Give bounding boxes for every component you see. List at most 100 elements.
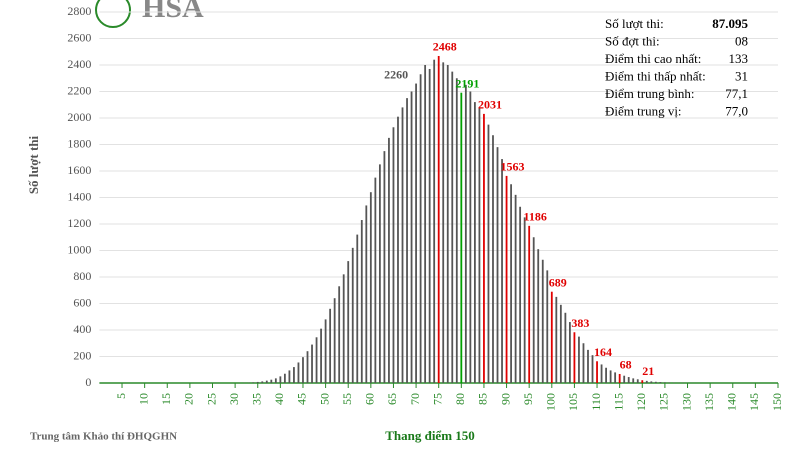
bar — [668, 382, 671, 383]
bar — [342, 274, 345, 383]
bar — [324, 319, 327, 383]
bar — [360, 220, 363, 383]
x-tick-label: 10 — [136, 393, 150, 405]
bar — [473, 102, 476, 383]
bar — [537, 249, 540, 383]
bar — [406, 98, 408, 383]
bar — [541, 259, 544, 383]
bar — [578, 336, 580, 383]
bar — [609, 370, 612, 383]
stat-value: 08 — [735, 33, 748, 48]
bar — [564, 312, 567, 383]
y-tick-label: 2400 — [67, 57, 91, 71]
bar — [600, 364, 603, 383]
stat-label: Điểm thi cao nhất: — [605, 51, 701, 66]
bar — [383, 151, 386, 383]
bar — [464, 84, 467, 383]
data-label: 68 — [620, 358, 632, 372]
bar — [302, 357, 304, 383]
y-tick-label: 2200 — [67, 83, 91, 97]
stat-value: 77,0 — [725, 103, 748, 118]
bar — [559, 304, 562, 383]
bar — [487, 124, 490, 383]
stat-value: 87.095 — [712, 16, 748, 31]
bar — [392, 127, 395, 384]
bar — [528, 225, 531, 383]
bar — [627, 377, 630, 383]
bar — [596, 361, 598, 383]
x-tick-label: 135 — [702, 393, 716, 411]
x-tick-label: 20 — [182, 393, 196, 405]
bar — [532, 237, 535, 383]
bar — [618, 373, 621, 383]
stat-label: Điểm trung vị: — [605, 103, 682, 118]
bar — [523, 217, 526, 383]
x-tick-label: 25 — [204, 393, 218, 405]
bar — [460, 92, 463, 383]
bar — [351, 247, 354, 383]
bar — [550, 291, 553, 383]
stat-label: Số lượt thi: — [605, 16, 664, 31]
bar — [419, 74, 422, 384]
y-tick-label: 0 — [85, 375, 91, 389]
x-tick-label: 65 — [385, 393, 399, 405]
x-axis-label: Thang điểm 150 — [385, 428, 475, 443]
x-tick-label: 85 — [476, 393, 490, 405]
bar — [614, 372, 617, 383]
bar — [519, 206, 522, 383]
bar — [650, 381, 653, 383]
x-tick-label: 40 — [272, 393, 286, 405]
x-tick-label: 125 — [657, 393, 671, 411]
data-label: 2260 — [384, 67, 408, 81]
x-tick-label: 110 — [589, 393, 603, 411]
bar — [347, 261, 350, 383]
bar — [654, 381, 657, 383]
bar — [270, 379, 273, 383]
bar — [311, 344, 313, 383]
y-axis-label: Số lượt thi — [26, 135, 41, 194]
bar — [369, 192, 372, 383]
x-tick-label: 120 — [634, 393, 648, 411]
bar — [397, 116, 399, 384]
x-tick-label: 150 — [770, 393, 784, 411]
x-tick-label: 90 — [498, 393, 512, 405]
bar — [505, 175, 508, 383]
x-tick-label: 105 — [566, 393, 580, 411]
bar — [274, 378, 277, 383]
stat-label: Điểm thi thấp nhất: — [605, 68, 706, 83]
stat-value: 77,1 — [725, 86, 748, 101]
footer: Trung tâm Khảo thí ĐHQGHN — [30, 431, 177, 443]
bar — [374, 177, 377, 383]
bar — [433, 59, 436, 383]
bar — [623, 375, 626, 383]
bar — [641, 380, 644, 383]
x-tick-label: 145 — [747, 393, 761, 411]
bar — [496, 147, 499, 383]
bar — [401, 107, 404, 384]
bar — [501, 159, 503, 383]
bar — [442, 62, 445, 383]
bar — [478, 107, 481, 384]
y-tick-label: 2000 — [67, 110, 91, 124]
bar — [338, 286, 341, 383]
bar — [320, 328, 322, 383]
stat-label: Điểm trung bình: — [605, 86, 695, 101]
data-label: 383 — [571, 316, 589, 330]
x-tick-label: 5 — [114, 393, 128, 399]
bar — [555, 296, 558, 383]
bar — [469, 91, 472, 383]
bar — [356, 234, 359, 383]
x-tick-label: 55 — [340, 393, 354, 405]
y-tick-label: 1000 — [67, 242, 91, 256]
x-tick-label: 35 — [249, 393, 263, 405]
data-label: 164 — [594, 345, 612, 359]
bar — [492, 135, 494, 383]
y-tick-label: 600 — [73, 295, 91, 309]
bar — [568, 322, 571, 383]
bar — [293, 367, 295, 383]
bar — [410, 91, 413, 383]
x-tick-label: 50 — [317, 393, 331, 405]
logo-emblem — [95, 0, 131, 28]
y-tick-label: 1200 — [67, 216, 91, 230]
bar — [636, 379, 639, 383]
